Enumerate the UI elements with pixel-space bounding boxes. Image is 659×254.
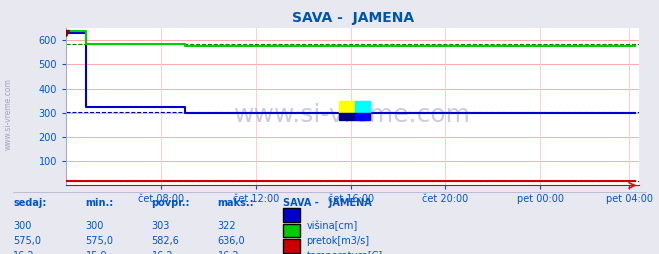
Text: 15,9: 15,9	[86, 251, 107, 254]
Text: 582,6: 582,6	[152, 236, 179, 246]
Text: 322: 322	[217, 221, 236, 231]
Text: maks.:: maks.:	[217, 198, 254, 208]
Text: sedaj:: sedaj:	[13, 198, 47, 208]
Text: www.si-vreme.com: www.si-vreme.com	[3, 78, 13, 150]
Title: SAVA -  JAMENA: SAVA - JAMENA	[291, 11, 414, 25]
Text: 16,2: 16,2	[13, 251, 35, 254]
Bar	[339, 101, 355, 113]
Text: min.:: min.:	[86, 198, 114, 208]
Text: 16,2: 16,2	[152, 251, 173, 254]
Bar	[355, 113, 370, 120]
Text: višina[cm]: višina[cm]	[306, 221, 358, 231]
Text: 300: 300	[86, 221, 104, 231]
Text: www.si-vreme.com: www.si-vreme.com	[234, 103, 471, 126]
Text: temperatura[C]: temperatura[C]	[306, 251, 383, 254]
Bar	[339, 113, 355, 120]
Text: 575,0: 575,0	[13, 236, 41, 246]
Text: 303: 303	[152, 221, 170, 231]
Text: povpr.:: povpr.:	[152, 198, 190, 208]
Bar	[355, 101, 370, 113]
Text: pretok[m3/s]: pretok[m3/s]	[306, 236, 370, 246]
Text: 575,0: 575,0	[86, 236, 113, 246]
Text: 636,0: 636,0	[217, 236, 245, 246]
Text: 16,2: 16,2	[217, 251, 239, 254]
Text: 300: 300	[13, 221, 32, 231]
Text: SAVA -   JAMENA: SAVA - JAMENA	[283, 198, 372, 208]
